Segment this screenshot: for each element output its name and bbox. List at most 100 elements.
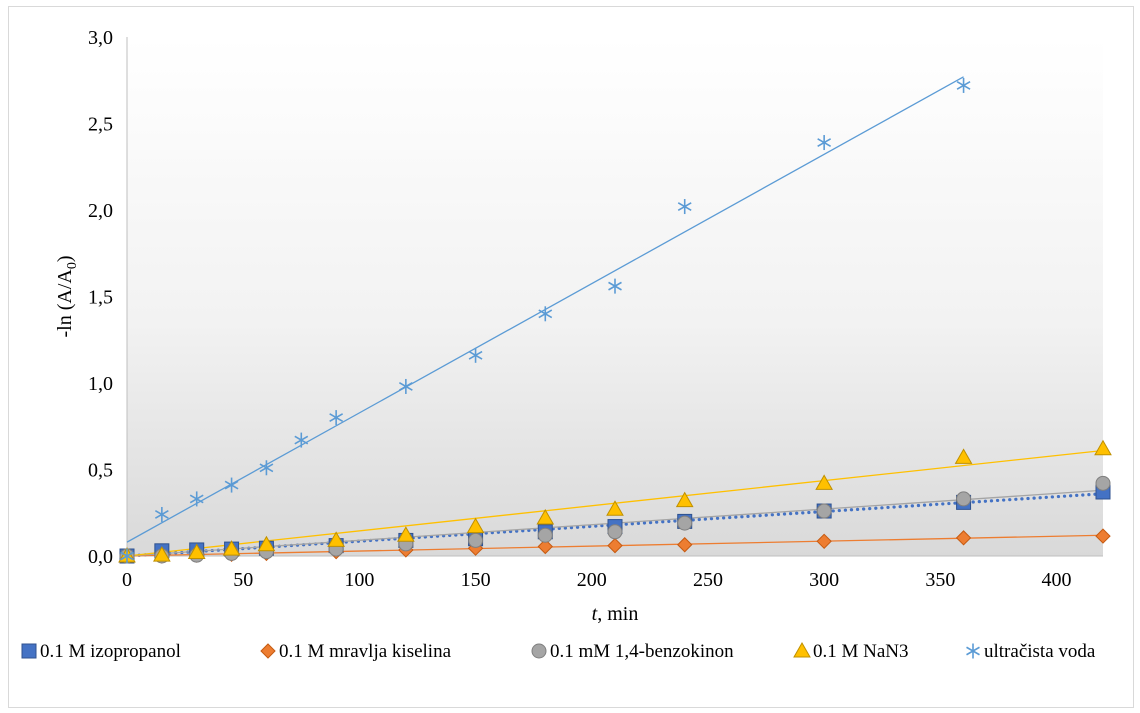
data-point bbox=[466, 517, 485, 534]
axis-layer: 0,0 0,5 1,0 1,5 2,0 2,5 3,0 0 50 100 150 200 250 300 3… bbox=[88, 27, 1103, 591]
star-stroke bbox=[259, 463, 274, 473]
data-point bbox=[154, 506, 169, 522]
data-point bbox=[537, 527, 553, 543]
legend-item-2: 0.1 M mravlja kiselina bbox=[260, 641, 452, 662]
x-tick-label: 350 bbox=[925, 569, 955, 591]
y-tick-label: 2,0 bbox=[88, 200, 113, 222]
legend-marker bbox=[793, 641, 811, 658]
x-tick-label: 200 bbox=[577, 569, 607, 591]
data-point bbox=[468, 347, 483, 363]
star-stroke bbox=[294, 435, 309, 445]
star-stroke bbox=[329, 413, 344, 423]
legend: 0.1 M izopropanol 0.1 M mravlja kiselina 0… bbox=[21, 641, 1096, 662]
legend-item-4: 0.1 M NaN3 bbox=[793, 641, 909, 662]
x-axis-title-italic: t bbox=[592, 603, 598, 625]
data-point bbox=[954, 448, 973, 464]
data-point bbox=[396, 526, 415, 542]
y-tick-label: 1,5 bbox=[88, 287, 113, 309]
y-tick-label: 2,5 bbox=[88, 114, 113, 136]
star-stroke bbox=[608, 281, 622, 291]
chart-svg: 0,0 0,5 1,0 1,5 2,0 2,5 3,0 0 50 100 150 200 250 300 3… bbox=[21, 27, 1112, 662]
legend-marker bbox=[21, 643, 37, 659]
data-point bbox=[1095, 528, 1111, 544]
data-point bbox=[257, 535, 276, 552]
data-point bbox=[329, 410, 344, 426]
star-stroke bbox=[817, 138, 832, 147]
legend-item-1: 0.1 M izopropanol bbox=[21, 641, 181, 662]
x-tick-label: 250 bbox=[693, 569, 723, 591]
data-point bbox=[606, 500, 624, 516]
data-point bbox=[120, 548, 134, 564]
data-point bbox=[468, 532, 484, 548]
data-point bbox=[956, 491, 972, 507]
data-point bbox=[816, 503, 832, 519]
data-point bbox=[816, 533, 832, 550]
star-stroke bbox=[468, 350, 483, 360]
y-axis-title-main: -ln (A/A bbox=[54, 269, 76, 338]
data-point bbox=[817, 135, 832, 151]
legend-marker bbox=[260, 643, 276, 659]
star-stroke bbox=[120, 551, 134, 561]
legend-marker bbox=[531, 643, 547, 659]
data-point bbox=[294, 432, 309, 448]
data-point bbox=[607, 524, 623, 540]
data-point bbox=[955, 530, 972, 546]
legend-item-5: ultračista voda bbox=[966, 641, 1096, 662]
legend-label: 0.1 M mravlja kiselina bbox=[279, 641, 452, 662]
data-point bbox=[538, 306, 553, 322]
y-tick-label: 1,0 bbox=[88, 373, 113, 395]
legend-item-3: 0.1 mM 1,4-benzokinon bbox=[531, 641, 734, 662]
x-tick-label: 300 bbox=[809, 569, 839, 591]
data-point bbox=[956, 77, 971, 93]
x-tick-label: 150 bbox=[461, 569, 491, 591]
data-point bbox=[398, 378, 413, 394]
star-stroke bbox=[224, 480, 239, 490]
legend-label: 0.1 M NaN3 bbox=[813, 641, 909, 662]
y-tick-label: 0,5 bbox=[88, 460, 113, 482]
data-point bbox=[536, 508, 555, 525]
y-axis-title-subscript: 0 bbox=[65, 262, 80, 269]
star-stroke bbox=[189, 494, 204, 504]
legend-label: ultračista voda bbox=[984, 641, 1096, 662]
data-point bbox=[189, 491, 204, 507]
y-axis-title-close: ) bbox=[54, 256, 76, 263]
y-tick-label: 3,0 bbox=[88, 27, 113, 49]
star-stroke bbox=[956, 80, 971, 90]
data-point bbox=[677, 537, 693, 553]
series-5-points bbox=[120, 77, 971, 564]
x-tick-label: 400 bbox=[1042, 569, 1072, 591]
data-point bbox=[224, 477, 239, 493]
x-tick-label: 0 bbox=[122, 569, 132, 591]
data-point bbox=[1094, 439, 1112, 456]
data-point bbox=[537, 538, 553, 555]
data-point bbox=[677, 199, 692, 215]
y-axis-title: -ln (A/A0) bbox=[54, 256, 80, 338]
plot-area bbox=[127, 37, 1103, 556]
y-tick-label: 0,0 bbox=[88, 546, 113, 568]
data-point bbox=[327, 531, 346, 547]
x-tick-label: 100 bbox=[344, 569, 374, 591]
legend-label: 0.1 M izopropanol bbox=[40, 641, 181, 662]
data-point bbox=[152, 546, 171, 562]
legend-label: 0.1 mM 1,4-benzokinon bbox=[550, 641, 734, 662]
data-point bbox=[1095, 475, 1111, 491]
x-tick-label: 50 bbox=[233, 569, 253, 591]
data-point bbox=[608, 278, 622, 294]
x-axis-title: t, min bbox=[592, 603, 639, 625]
data-point bbox=[259, 460, 274, 476]
data-point bbox=[222, 540, 241, 556]
chart-frame: 0,0 0,5 1,0 1,5 2,0 2,5 3,0 0 50 100 150 200 250 300 3… bbox=[8, 6, 1134, 708]
legend-marker bbox=[966, 643, 980, 659]
star-stroke bbox=[154, 510, 169, 519]
star-stroke bbox=[538, 309, 553, 319]
data-point bbox=[607, 537, 623, 554]
data-point bbox=[187, 543, 206, 560]
data-point bbox=[677, 515, 693, 531]
star-stroke bbox=[966, 646, 980, 656]
data-point bbox=[815, 474, 834, 490]
star-stroke bbox=[398, 382, 413, 391]
data-point bbox=[675, 491, 694, 508]
points-layer bbox=[118, 77, 1112, 564]
x-axis-title-unit: , min bbox=[597, 603, 638, 625]
star-stroke bbox=[677, 202, 692, 211]
